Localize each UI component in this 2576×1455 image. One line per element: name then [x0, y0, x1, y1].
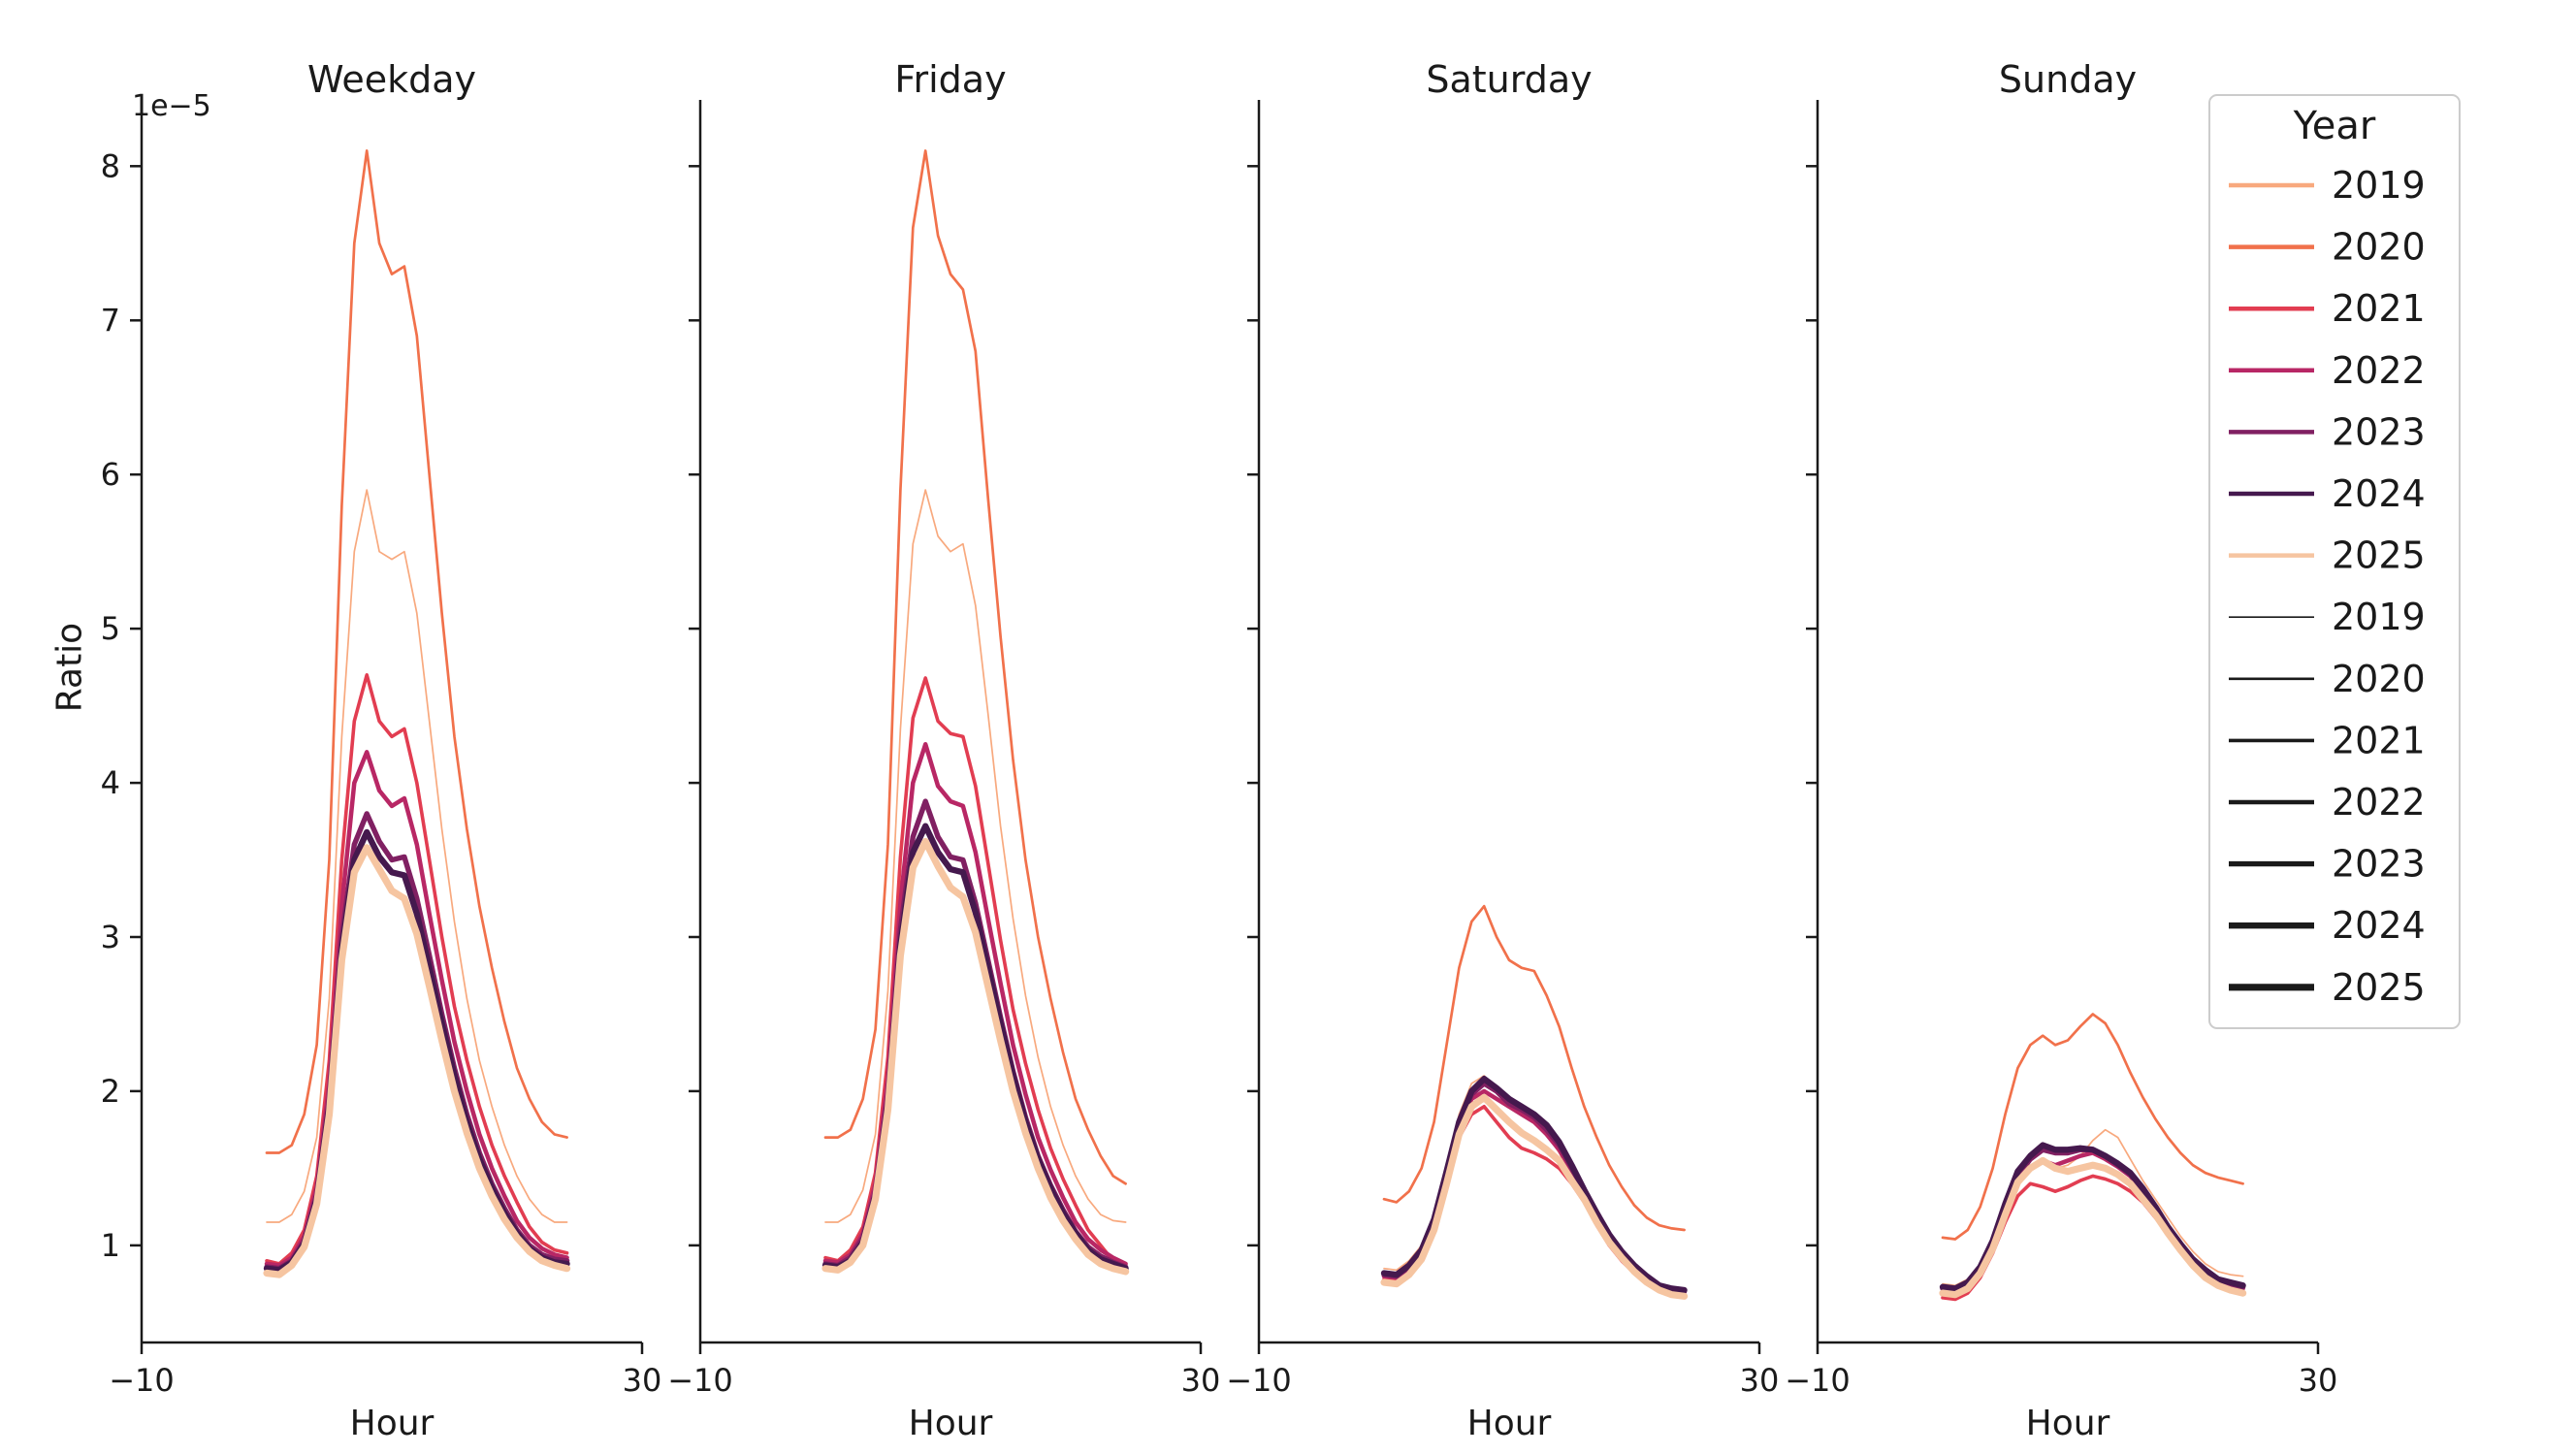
x-tick-label: −10: [667, 1362, 733, 1399]
y-tick-label: 8: [101, 147, 120, 184]
line-weekday-2025: [263, 844, 571, 1278]
line-sunday-2020: [1941, 1013, 2244, 1241]
facet-title: Saturday: [1426, 58, 1592, 101]
line-friday-2019: [824, 489, 1127, 1223]
line-saturday-2022: [1381, 1088, 1687, 1294]
line-sunday-2021: [1941, 1174, 2245, 1302]
legend-label: 2024: [2332, 472, 2426, 515]
legend-label: 2022: [2332, 781, 2426, 824]
x-axis-label: Hour: [350, 1404, 435, 1443]
line-friday-2020: [823, 149, 1127, 1185]
legend-label: 2021: [2332, 719, 2426, 761]
facet-title: Weekday: [307, 58, 476, 101]
line-weekday-2019: [266, 489, 568, 1223]
y-tick-label: 4: [101, 764, 120, 801]
y-axis-offset-label: 1e−5: [132, 89, 211, 123]
x-axis-label: Hour: [2026, 1404, 2110, 1443]
legend-label: 2023: [2332, 843, 2426, 886]
y-tick-label: 2: [101, 1073, 120, 1110]
legend-label: 2025: [2332, 534, 2426, 577]
legend-label: 2020: [2332, 226, 2426, 269]
line-saturday-2024: [1380, 1076, 1688, 1294]
line-saturday-2020: [1382, 904, 1686, 1232]
legend-label: 2023: [2332, 410, 2426, 453]
x-axis-label: Hour: [1467, 1404, 1552, 1443]
legend-box: [2208, 94, 2461, 1029]
legend-label: 2019: [2332, 164, 2426, 207]
x-axis-label: Hour: [909, 1404, 993, 1443]
y-tick-label: 1: [101, 1227, 120, 1264]
x-tick-label: 30: [1740, 1362, 1780, 1399]
legend-label: 2020: [2332, 658, 2426, 700]
legend-label: 2019: [2332, 596, 2426, 638]
line-weekday-2020: [265, 149, 568, 1154]
legend-label: 2022: [2332, 349, 2426, 392]
x-tick-label: −10: [1785, 1362, 1851, 1399]
legend-label: 2025: [2332, 966, 2426, 1009]
legend-title: Year: [2293, 104, 2376, 148]
legend-label: 2024: [2332, 904, 2426, 947]
x-tick-label: −10: [109, 1362, 175, 1399]
x-tick-label: −10: [1226, 1362, 1292, 1399]
y-tick-label: 6: [101, 456, 120, 493]
line-saturday-2019: [1383, 1075, 1686, 1290]
y-tick-label: 5: [101, 610, 120, 647]
line-sunday-2025: [1939, 1156, 2247, 1299]
y-tick-label: 7: [101, 302, 120, 339]
y-tick-label: 3: [101, 919, 120, 955]
facet-title: Friday: [894, 58, 1006, 101]
x-tick-label: 30: [2299, 1362, 2338, 1399]
line-weekday-2021: [265, 672, 569, 1266]
line-saturday-2025: [1380, 1093, 1689, 1300]
x-tick-label: 30: [623, 1362, 662, 1399]
y-axis-label: Ratio: [49, 622, 90, 713]
line-weekday-2022: [264, 750, 569, 1268]
legend-label: 2021: [2332, 287, 2426, 330]
line-friday-2025: [821, 837, 1130, 1276]
facet-title: Sunday: [1999, 58, 2137, 101]
x-tick-label: 30: [1181, 1362, 1221, 1399]
